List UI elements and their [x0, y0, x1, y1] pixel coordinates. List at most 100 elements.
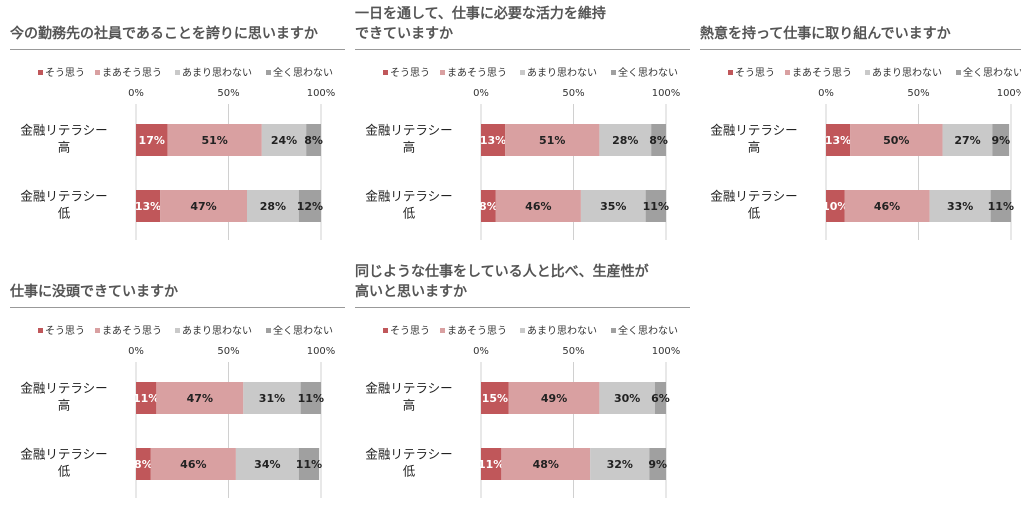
data-label: 46% [874, 200, 900, 213]
data-label: 51% [201, 134, 227, 147]
bar-segment [247, 190, 299, 222]
bar-segment [929, 190, 991, 222]
bar-segment [508, 382, 600, 414]
title-divider [10, 307, 345, 308]
data-label: 9% [991, 134, 1010, 147]
data-label: 10% [822, 200, 848, 213]
chart-panel-vitality: 一日を通して、仕事に必要な活力を維持 できていますか そう思う まあそう思う あまり… [355, 0, 690, 245]
bar-segment [645, 190, 666, 222]
x-tick-label: 100% [652, 346, 681, 357]
data-label: 46% [525, 200, 551, 213]
data-label: 47% [190, 200, 216, 213]
bar-segment [160, 190, 247, 222]
legend-label: まあそう思う [792, 67, 852, 79]
bar-segment [654, 382, 666, 414]
x-tick-label: 50% [562, 346, 584, 357]
category-label: 金融リテラシー [365, 189, 452, 204]
chart-title: 熱意を持って仕事に取り組んでいますか [700, 26, 951, 42]
title-divider [700, 49, 1021, 50]
x-tick-label: 0% [818, 88, 834, 99]
data-label: 32% [607, 458, 633, 471]
x-tick-label: 50% [217, 88, 239, 99]
bar-segment [844, 190, 930, 222]
bar-segment [306, 124, 321, 156]
category-label: 低 [748, 206, 761, 221]
title-divider [355, 49, 690, 50]
data-label: 31% [259, 392, 285, 405]
x-tick-label: 50% [907, 88, 929, 99]
data-label: 11% [643, 200, 669, 213]
legend-swatch [785, 70, 790, 75]
category-label: 高 [748, 140, 761, 155]
bar-segment [651, 124, 666, 156]
chart-panel-productivity: 同じような仕事をしている人と比べ、生産性が 高いと思いますか そう思う まあそう思… [355, 258, 690, 503]
bar-segment [942, 124, 993, 156]
legend-label: そう思う [45, 325, 85, 337]
stacked-bar-chart: そう思う まあそう思う あまり思わない 全く思わない 0% 50% 100% 金融リテラシー高… [20, 324, 336, 498]
data-label: 11% [988, 200, 1014, 213]
bar-segment [501, 448, 591, 480]
legend-swatch [440, 328, 445, 333]
legend-swatch [38, 328, 43, 333]
data-label: 8% [649, 134, 668, 147]
category-label: 金融リテラシー [20, 447, 107, 462]
bar-segment [992, 124, 1010, 156]
legend-label: まあそう思う [447, 67, 507, 79]
data-label: 12% [297, 200, 323, 213]
title-divider [10, 49, 345, 50]
x-tick-label: 50% [217, 346, 239, 357]
data-label: 28% [260, 200, 286, 213]
data-label: 28% [612, 134, 638, 147]
category-label: 高 [403, 140, 416, 155]
data-label: 13% [825, 134, 851, 147]
data-label: 8% [479, 200, 498, 213]
bar-segment [261, 124, 307, 156]
data-label: 17% [139, 134, 165, 147]
legend-label: あまり思わない [527, 67, 597, 79]
data-label: 6% [651, 392, 670, 405]
title-divider [355, 307, 690, 308]
data-label: 11% [478, 458, 504, 471]
legend-swatch [520, 328, 525, 333]
legend-swatch [266, 328, 271, 333]
data-label: 9% [648, 458, 667, 471]
stacked-bar-chart: そう思う まあそう思う あまり思わない 全く思わない 0% 50% 100% 金融リテラシー高… [365, 66, 680, 240]
legend-swatch [175, 70, 180, 75]
data-label: 49% [541, 392, 567, 405]
chart-panel-absorption: 仕事に没頭できていますか そう思う まあそう思う あまり思わない 全く思わない 0% 50… [10, 258, 345, 503]
stacked-bar-chart: そう思う まあそう思う あまり思わない 全く思わない 0% 50% 100% 金融リテラシー高… [365, 324, 681, 498]
data-label: 35% [600, 200, 626, 213]
chart-title: 今の勤務先の社員であることを誇りに思いますか [10, 26, 318, 42]
data-label: 15% [482, 392, 508, 405]
stacked-bar-chart: そう思う まあそう思う あまり思わない 全く思わない 0% 50% 100% 金融リテラシー高… [20, 66, 336, 240]
bar-segment [243, 382, 301, 414]
x-tick-label: 100% [307, 88, 336, 99]
legend-label: あまり思わない [527, 325, 597, 337]
bar-segment [850, 124, 943, 156]
data-label: 48% [533, 458, 559, 471]
data-label: 11% [296, 458, 322, 471]
x-tick-label: 50% [562, 88, 584, 99]
chart-panel-enthusiasm: 熱意を持って仕事に取り組んでいますか そう思う まあそう思う あまり思わない 全く思わ… [700, 0, 1021, 245]
x-tick-label: 0% [128, 88, 144, 99]
legend-swatch [383, 70, 388, 75]
bar-segment [156, 382, 244, 414]
legend-swatch [865, 70, 870, 75]
bar-segment [298, 448, 320, 480]
bar-segment [300, 382, 321, 414]
x-tick-label: 100% [307, 346, 336, 357]
bar-segment [495, 190, 581, 222]
bar-segment [481, 124, 506, 156]
category-label: 金融リテラシー [20, 189, 107, 204]
bar-segment [590, 448, 650, 480]
chart-title: 仕事に没頭できていますか [10, 284, 178, 300]
data-label: 51% [539, 134, 565, 147]
legend-label: 全く思わない [963, 66, 1021, 79]
bar-segment [150, 448, 236, 480]
category-label: 金融リテラシー [365, 123, 452, 138]
legend-swatch [520, 70, 525, 75]
legend-swatch [611, 70, 616, 75]
data-label: 13% [480, 134, 506, 147]
legend-swatch [95, 70, 100, 75]
legend-label: あまり思わない [872, 67, 942, 79]
